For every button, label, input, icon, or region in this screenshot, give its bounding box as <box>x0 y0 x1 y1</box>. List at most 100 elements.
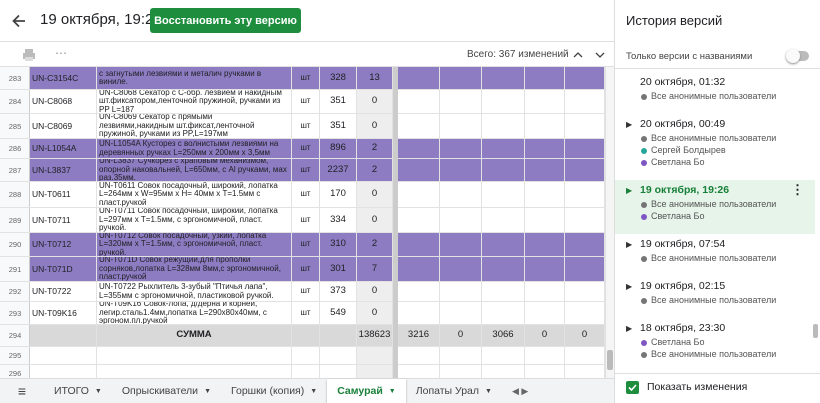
cell-text: UN-C8069 Секатор с прямыми лезвиями,наки… <box>99 114 255 139</box>
named-only-label: Только версии с названиями <box>626 51 753 62</box>
cell: с загнутыми лезвиями и металич ручками в… <box>97 67 292 90</box>
cell <box>357 347 393 365</box>
cell <box>398 90 440 114</box>
cell <box>398 159 440 182</box>
sheet-tab[interactable]: Самурай ▼ <box>327 379 406 403</box>
cell-text: 0 <box>541 329 548 341</box>
cell: 13 <box>357 67 393 90</box>
cell <box>440 302 482 325</box>
user-name: Светлана Бо <box>651 157 705 167</box>
user-dot <box>641 94 647 100</box>
cell: 328 <box>320 67 357 90</box>
cell-text: UN-T0711 Совок посадочный, широкий, лопа… <box>99 208 278 233</box>
sheet-tab[interactable]: Горшки (копия) ▼ <box>221 379 327 403</box>
cell <box>97 365 292 378</box>
cell: UN-L3837 <box>30 159 97 182</box>
version-title: 19 октября, 19:26 <box>40 11 162 28</box>
cell <box>565 302 605 325</box>
cell <box>565 182 605 208</box>
cell-text: 0 <box>371 306 378 318</box>
user-dot <box>641 202 647 208</box>
cell <box>525 282 565 302</box>
cell <box>440 365 482 378</box>
cell <box>525 233 565 257</box>
tab-label: Самурай <box>337 385 383 397</box>
expand-arrow[interactable]: ▶ <box>626 240 633 249</box>
cell <box>292 347 320 365</box>
expand-arrow[interactable]: ▶ <box>626 186 633 195</box>
cell: UN-L1054A <box>30 139 97 159</box>
scrollbar <box>813 324 818 338</box>
restore-button[interactable]: Восстановить эту версию <box>150 8 301 33</box>
user-name: Все анонимные пользователи <box>651 91 777 101</box>
cell-text: шт <box>300 143 311 153</box>
cell <box>565 257 605 282</box>
cell <box>482 365 525 378</box>
sheet-tab[interactable]: Лопаты Урал ▼ <box>406 379 502 403</box>
user-dot <box>641 256 647 262</box>
row-header-column <box>0 67 30 378</box>
cell-text: 0 <box>581 329 588 341</box>
more-icon[interactable]: ⋯ <box>55 46 67 60</box>
print-icon[interactable] <box>22 48 36 62</box>
version-item[interactable]: ▶ 20 октября, 00:49 Все анонимные пользова… <box>615 114 815 180</box>
cell-text: шт <box>300 214 311 224</box>
version-item[interactable]: ▶ 18 октября, 23:30 Светлана Бо Все анонимн… <box>615 318 815 372</box>
cell-text: UN-C8068 Секатор с С-обр. лезвием и наки… <box>99 90 282 114</box>
version-menu[interactable]: ⋮ <box>791 182 804 197</box>
show-changes-checkbox[interactable] <box>626 381 639 394</box>
cell-text: UN-T071D Совок режущий,для прополки сорн… <box>99 257 281 282</box>
cell <box>398 233 440 257</box>
named-only-toggle[interactable] <box>786 49 809 63</box>
cell: UN-C3154C <box>30 67 97 90</box>
expand-arrow[interactable]: ▶ <box>626 324 633 333</box>
back-button[interactable] <box>10 12 28 30</box>
cell <box>440 67 482 90</box>
cell <box>525 302 565 325</box>
change-nav[interactable] <box>572 49 612 61</box>
row-number: 290 <box>0 233 30 257</box>
cell <box>292 325 320 347</box>
user-dot <box>641 352 647 358</box>
cell: шт <box>292 257 320 282</box>
cell: шт <box>292 90 320 114</box>
cell-text: UN-L1054A <box>32 143 77 154</box>
sheet-menu[interactable]: ≡ <box>17 383 27 399</box>
user-name: Все анонимные пользователи <box>651 133 777 143</box>
tab-scroll[interactable]: ◀ ▶ <box>511 385 529 396</box>
cell <box>440 347 482 365</box>
cell-text: 0 <box>371 95 378 107</box>
cell-text: UN-T0611 <box>32 189 71 200</box>
version-item[interactable]: ▶ 19 октября, 07:54 Все анонимные пользова… <box>615 234 815 276</box>
cell: UN-T0611 <box>30 182 97 208</box>
cell-text: 351 <box>330 119 346 131</box>
cell-text: 328 <box>330 71 346 83</box>
version-item[interactable]: ▶ 19 октября, 19:26 ⋮ Все анонимные пользов… <box>615 180 815 234</box>
cell: UN-T0711 Совок посадочный, широкий, лопа… <box>97 208 292 233</box>
cell: 2237 <box>320 159 357 182</box>
row-number: 293 <box>0 302 30 325</box>
sheet-tab[interactable]: Опрыскиватели ▼ <box>112 379 221 403</box>
cell <box>482 282 525 302</box>
row-number: 296 <box>0 365 30 378</box>
cell: шт <box>292 282 320 302</box>
user-dot <box>641 160 647 166</box>
cell <box>398 302 440 325</box>
version-item[interactable]: 20 октября, 01:32 Все анонимные пользоват… <box>615 72 815 114</box>
cell-text: СУММА <box>176 329 212 341</box>
cell: UN-C8069 Секатор с прямыми лезвиями,наки… <box>97 114 292 139</box>
cell <box>525 365 565 378</box>
tab-dropdown: ▼ <box>485 387 492 395</box>
version-item[interactable]: ▶ 19 октября, 02:15 Все анонимные пользова… <box>615 276 815 318</box>
expand-arrow[interactable]: ▶ <box>626 120 633 129</box>
cell <box>525 67 565 90</box>
cell-text: 0 <box>457 329 464 341</box>
cell-text: шт <box>300 96 311 106</box>
cell: СУММА <box>97 325 292 347</box>
sheet-tab[interactable]: ИТОГО ▼ <box>44 379 112 403</box>
cell: шт <box>292 67 320 90</box>
expand-arrow[interactable]: ▶ <box>626 282 633 291</box>
cell <box>482 139 525 159</box>
cell-text: UN-T09K16 <box>32 307 77 318</box>
